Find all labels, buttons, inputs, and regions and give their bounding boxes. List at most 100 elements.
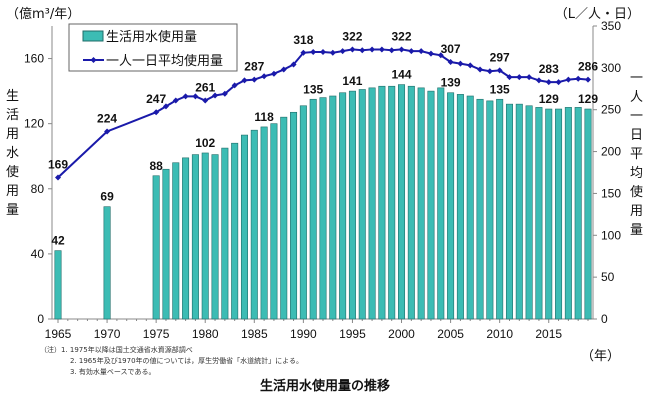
line-point [192,93,199,100]
bar [348,90,356,320]
footnote: 3. 有効水量ベースである。 [70,367,155,376]
bar [456,94,464,320]
bar [231,142,239,320]
right-axis-title-char: 用 [630,204,643,219]
line-data-label: 297 [490,50,510,64]
right-tick-label: 150 [601,186,621,200]
bar [368,87,376,320]
bar [466,95,474,320]
line-point [231,82,238,89]
left-axis-title-char: 生 [6,89,19,104]
chart-title: 生活用水使用量の推移 [260,378,390,394]
bar-data-label: 144 [392,68,412,82]
line-point [398,46,405,53]
bar-data-label: 102 [195,136,215,150]
line-data-label: 247 [146,92,166,106]
bar-data-label: 135 [303,82,323,96]
line-point [162,103,169,110]
left-axis-title-char: 用 [6,127,19,142]
x-tick-label: 1980 [192,327,219,341]
bar [378,85,386,320]
line-point [545,79,552,86]
left-tick-label: 40 [31,247,45,261]
bar [319,97,327,320]
line-data-label: 224 [97,111,117,125]
line-point [388,47,395,54]
x-tick-label: 2010 [486,327,513,341]
line-point [182,93,189,100]
bar [486,100,494,320]
left-axis-title-char: 用 [6,184,19,199]
bar [584,108,592,320]
line-data-label: 286 [578,60,598,74]
bar [358,89,366,320]
line-point [496,67,503,74]
bar [270,123,278,320]
line-point [437,52,444,59]
line-point [270,70,277,77]
line-data-label: 261 [195,81,215,95]
x-tick-label: 1970 [94,327,121,341]
bar [299,105,307,320]
bar [398,84,406,320]
bar [182,157,190,320]
bar [201,152,209,320]
bar [221,147,229,320]
bar-data-label: 129 [539,92,559,106]
legend-bar-swatch [82,30,104,42]
line-point [506,74,513,81]
right-axis-title-char: 人 [630,90,643,105]
line-point [516,74,523,81]
x-tick-label: 1990 [290,327,317,341]
line-point [202,97,209,104]
bar [191,154,199,320]
bar [417,87,425,320]
bar [515,103,523,320]
line-data-label: 322 [342,29,362,43]
bar [535,107,543,320]
line-point [55,174,61,181]
bar [496,98,504,320]
right-tick-label: 250 [601,103,621,117]
left-tick-label: 80 [31,182,45,196]
line-point [535,77,542,84]
bar [427,90,435,320]
line-point [280,66,287,73]
line-data-label: 169 [48,158,68,172]
line-point [261,73,268,80]
bar [172,162,180,320]
line-point [300,49,307,56]
left-tick-label: 120 [24,117,44,131]
legend-bar-label: 生活用水使用量 [106,29,197,45]
bar [309,98,317,320]
bar-data-label: 88 [149,159,163,173]
x-axis-unit: （年） [581,349,620,364]
line-data-label: 283 [539,62,559,76]
left-axis-title-char: 量 [6,203,19,218]
bar [407,85,415,320]
right-axis-title-char: 一 [630,109,643,124]
bar [280,116,288,320]
bar [103,206,111,320]
line-point [378,46,385,53]
line-point [104,128,111,135]
right-axis-title-char: 日 [630,128,643,143]
line-point [310,48,317,55]
right-axis-unit: （L／人・日） [555,7,640,22]
left-axis-title-char: 水 [6,146,19,161]
right-tick-label: 50 [601,270,615,284]
line-point [329,49,336,56]
x-tick-label: 2015 [535,327,562,341]
line-point [555,79,562,86]
left-tick-label: 160 [24,52,44,66]
right-axis-title-char: 量 [630,223,643,238]
line-point [575,75,582,82]
bar [290,111,298,320]
bar [240,134,248,320]
line-point [565,76,572,83]
line-point [359,47,366,54]
line-point [486,68,493,75]
bar [339,92,347,320]
